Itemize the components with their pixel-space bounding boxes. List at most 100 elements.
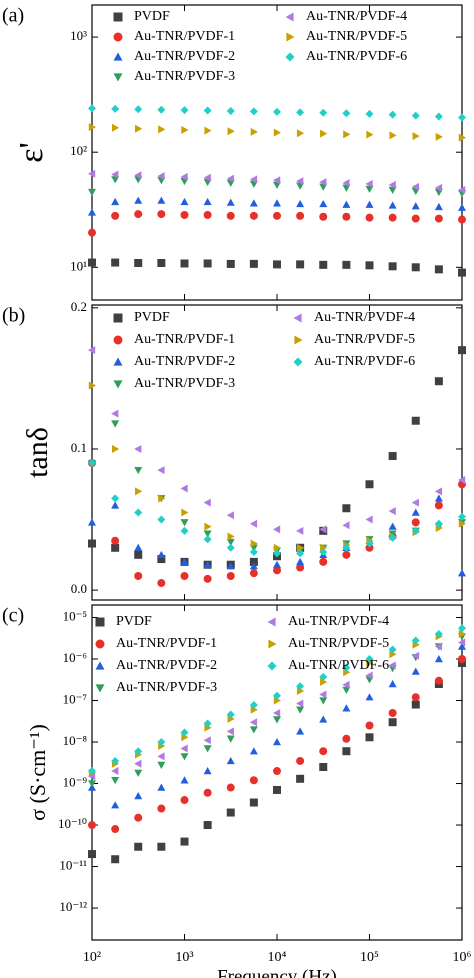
data-point: [434, 655, 443, 663]
data-point: [343, 668, 351, 677]
data-point: [134, 759, 142, 768]
data-point: [411, 202, 420, 210]
legend-marker: [113, 380, 123, 389]
data-point: [434, 676, 443, 685]
data-point: [365, 261, 374, 270]
legend-label: PVDF: [134, 9, 170, 24]
data-point: [342, 704, 351, 712]
data-point: [134, 842, 143, 851]
panel-label: (c): [2, 605, 24, 627]
y-tick-label: 10⁻⁹: [63, 775, 88, 790]
legend-marker: [267, 661, 277, 671]
data-point: [203, 821, 212, 830]
data-point: [411, 182, 419, 191]
data-point: [134, 792, 143, 800]
data-point: [88, 780, 96, 788]
data-point: [296, 177, 304, 186]
y-tick-label: 0.1: [71, 440, 87, 455]
data-point: [157, 172, 165, 181]
data-point: [434, 519, 443, 528]
data-point: [158, 125, 166, 134]
data-point: [388, 533, 397, 542]
data-point: [296, 199, 305, 208]
data-point: [342, 543, 351, 552]
data-point: [388, 186, 397, 194]
legend-label: Au-TNR/PVDF-1: [116, 636, 217, 651]
data-point: [434, 112, 443, 121]
data-point: [157, 579, 166, 588]
data-point: [434, 202, 443, 211]
data-point: [273, 696, 281, 705]
data-point: [227, 532, 235, 541]
data-point: [157, 210, 166, 219]
data-point: [249, 259, 258, 268]
data-point: [296, 211, 305, 220]
y-tick-label: 10⁻⁷: [63, 691, 87, 706]
data-point: [180, 557, 189, 566]
data-point: [273, 691, 281, 700]
data-point: [434, 214, 443, 223]
data-point: [111, 855, 120, 864]
data-point: [365, 480, 374, 489]
data-point: [134, 572, 143, 581]
y-tick-label: 10¹: [70, 258, 87, 273]
data-point: [226, 511, 234, 520]
data-point: [203, 574, 212, 583]
data-point: [296, 526, 304, 535]
data-point: [388, 661, 396, 670]
data-point: [88, 381, 96, 390]
data-point: [273, 128, 281, 137]
data-point: [249, 199, 258, 207]
x-tick-label: 10⁶: [453, 950, 472, 965]
data-point: [411, 416, 420, 425]
panel-label: (b): [2, 305, 25, 327]
data-point: [157, 105, 166, 114]
data-point: [273, 716, 281, 724]
data-point: [180, 519, 189, 527]
data-point: [320, 677, 328, 686]
data-point: [296, 699, 304, 708]
data-point: [319, 108, 328, 117]
data-point: [111, 543, 120, 552]
data-point: [411, 263, 420, 272]
data-point: [203, 210, 212, 219]
data-point: [203, 560, 212, 568]
data-point: [203, 719, 212, 728]
data-point: [319, 178, 327, 187]
data-point: [226, 198, 235, 206]
data-point: [365, 109, 374, 118]
data-point: [273, 211, 281, 220]
data-point: [342, 109, 351, 118]
data-point: [458, 642, 466, 650]
data-point: [203, 197, 212, 206]
data-point: [249, 718, 258, 727]
data-point: [434, 377, 443, 386]
data-point: [203, 106, 212, 115]
data-point: [458, 215, 466, 224]
data-point: [365, 515, 373, 524]
legend-marker: [113, 12, 123, 22]
data-point: [157, 550, 166, 559]
data-point: [226, 538, 235, 547]
data-point: [249, 569, 258, 578]
data-point: [434, 265, 443, 274]
data-point: [411, 526, 420, 535]
data-point: [134, 105, 143, 114]
data-point: [411, 651, 419, 660]
x-tick-label: 10⁵: [360, 950, 379, 965]
data-point: [226, 710, 235, 719]
data-point: [226, 727, 234, 736]
data-point: [342, 521, 350, 530]
data-point: [273, 566, 281, 575]
data-point: [365, 671, 373, 680]
data-point: [226, 783, 235, 792]
data-point: [296, 774, 305, 783]
data-point: [203, 535, 212, 544]
data-point: [388, 180, 396, 189]
data-point: [342, 680, 350, 689]
data-point: [111, 756, 120, 765]
data-point: [249, 107, 258, 116]
data-point: [204, 126, 212, 135]
data-point: [388, 679, 397, 688]
data-point: [250, 539, 258, 548]
